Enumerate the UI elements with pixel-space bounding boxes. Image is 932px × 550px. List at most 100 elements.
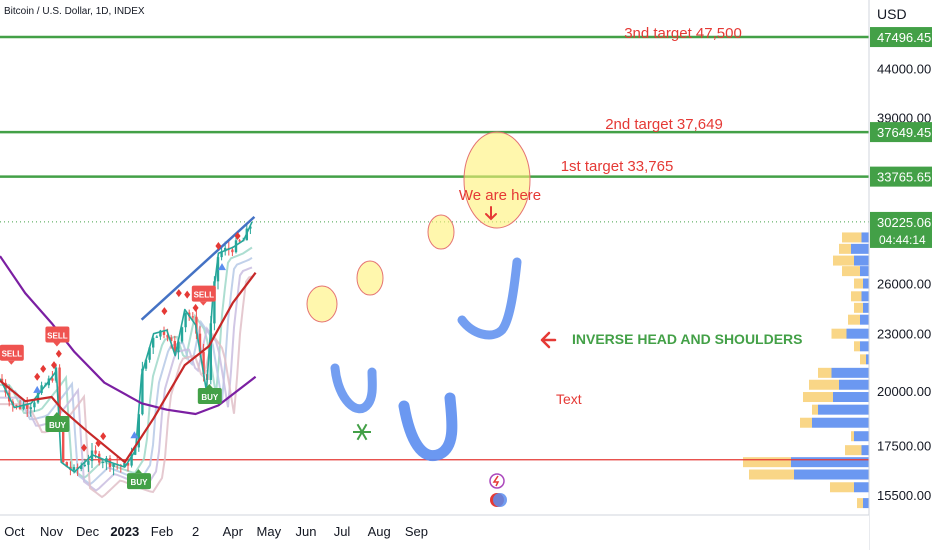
candle-body [22,404,25,409]
x-tick-label: Nov [40,524,64,539]
volume-profile-bar-up [809,379,839,390]
sell-diamond-marker [81,443,87,452]
buy-signal-label: BUY [49,421,67,430]
volume-profile-bar-down [839,379,869,390]
x-tick-label: Dec [76,524,100,539]
neckline-trendline[interactable] [140,215,256,321]
volume-profile-bar-up [848,314,860,325]
sell-signal-label: SELL [2,350,23,359]
volume-profile-bar-up [857,498,863,509]
us-flag-icon-2 [493,493,507,507]
lightning-icon [489,473,505,489]
signal-pointer [135,469,142,474]
user-drawings[interactable] [140,131,557,462]
candle-body [216,257,220,282]
triangle-marker [33,385,42,393]
sell-diamond-marker [215,241,222,250]
chart-annotation: Text [556,391,582,407]
x-tick-label: Apr [223,524,244,539]
price-label: 37649.45 [877,125,931,140]
candle-body [123,462,126,467]
candle-body [112,463,115,468]
x-tick-label: Jun [296,524,317,539]
volume-profile-bar-down [833,392,869,403]
volume-profile-bar-down [860,314,869,325]
volume-profile-bar-down [861,445,869,456]
volume-profile-bar-down [794,469,869,480]
candle-body [249,226,252,229]
price-label: 47496.45 [877,30,931,45]
candle-body [220,251,223,258]
left-shoulder-arc[interactable] [330,363,377,414]
time-axis-background [0,515,869,550]
candle-body [36,393,40,403]
candle-body [141,368,144,415]
highlight-circle[interactable] [306,285,338,323]
x-tick-label: 2 [192,524,199,539]
ma-50-line [0,272,257,464]
snowflake-spoke [356,423,368,441]
candle-body [4,382,7,393]
sell-diamond-marker [100,432,107,441]
y-tick-label: 44000.00 [877,61,931,76]
candle-body [15,405,18,407]
candle-body [202,351,205,375]
lightning-bolt-icon [492,475,500,487]
volume-profile-bar-up [839,243,851,254]
candle-body [144,359,148,369]
chart-annotation: 2nd target 37,649 [605,116,723,133]
symbol-title: Bitcoin / U.S. Dollar, 1D, INDEX [4,6,145,17]
price-label-box [870,166,932,187]
candle-body [191,316,194,318]
volume-profile [743,232,869,509]
candle-body [58,367,61,431]
volume-profile-bar-up [851,431,854,442]
y-tick-label: 17500.00 [877,438,931,453]
volume-profile-bar-up [831,328,847,339]
triangle-marker [130,431,139,439]
x-tick-label: May [257,524,282,539]
volume-profile-bar-up [851,291,862,302]
candle-body [152,337,155,348]
buy-signal-badge [197,388,222,405]
candle-body [0,378,4,383]
x-tick-label: Jul [334,524,351,539]
right-shoulder-arc[interactable] [457,257,522,340]
highlight-circle[interactable] [356,260,384,296]
sell-diamond-marker [192,303,199,312]
volume-profile-bar-up [854,302,863,313]
candle-body [166,334,169,338]
price-label-box [870,27,932,48]
volume-profile-bar-down [851,243,869,254]
volume-profile-bar-down [831,367,869,378]
y-tick-label: 23000.00 [877,327,931,342]
signal-pointer [53,342,61,347]
sell-signal-label: SELL [47,331,68,340]
volume-profile-bar-down [854,482,869,493]
event-icons [489,473,507,507]
chart-annotation: 1st target 33,765 [561,158,674,175]
highlight-circle[interactable] [463,131,531,229]
candle-body [184,312,187,328]
candle-body [83,464,86,467]
candle-body [173,341,176,353]
candle-body [101,462,104,464]
signal-pointer [205,384,213,389]
volume-profile-bar-down [861,291,869,302]
arrow-down-icon [485,206,497,221]
candle-body [213,281,216,324]
head-arc[interactable] [398,392,458,462]
sell-diamond-marker [95,439,102,448]
volume-profile-bar-up [830,482,854,493]
highlight-circle[interactable] [427,214,455,250]
chart-annotation: INVERSE HEAD AND SHOULDERS [572,331,803,347]
buy-signal-badge [45,415,70,432]
bar-countdown: 04:44:14 [879,233,926,247]
candle-body [162,330,166,335]
volume-profile-bar-down [863,278,869,289]
volume-profile-bar-up [845,445,862,456]
sell-diamond-marker [51,361,57,370]
candle-body [177,341,180,353]
